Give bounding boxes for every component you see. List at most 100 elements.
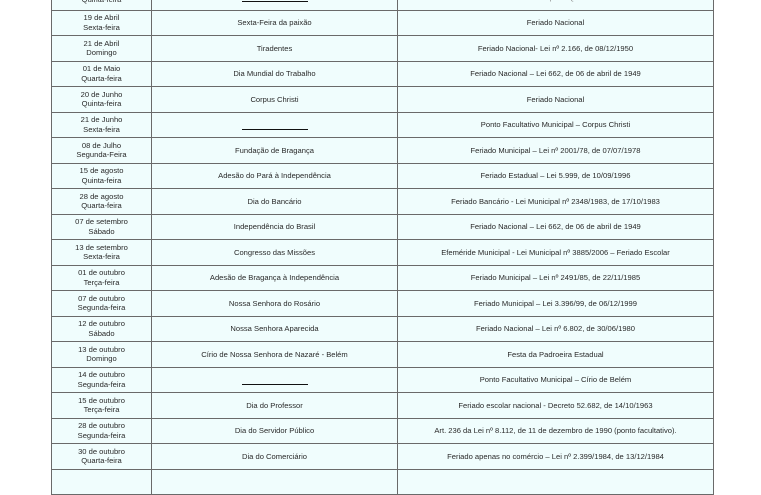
description: Feriado Nacional: [526, 94, 585, 104]
weekday: Segunda-feira: [77, 379, 126, 389]
holiday-table: Quinta-feira Ponto Facultativo Municipal …: [51, 0, 714, 495]
event-cell: Fundação de Bragança: [151, 137, 398, 164]
weekday: Terça-feira: [83, 277, 120, 287]
date-cell: 15 de agosto Quinta-feira: [51, 162, 152, 189]
description: Feriado escolar nacional - Decreto 52.68…: [458, 400, 653, 410]
weekday: Quarta-feira: [81, 456, 122, 466]
description: Ponto Facultativo Municipal – Quinta-fei…: [467, 0, 644, 2]
description: Feriado Nacional- Lei nº 2.166, de 08/12…: [477, 43, 634, 53]
date-cell: 28 de outubro Segunda-feira: [51, 417, 152, 444]
description: Ponto Facultativo Municipal – Corpus Chr…: [480, 120, 631, 129]
description-cell: Ponto Facultativo Municipal – Quinta-fei…: [397, 0, 714, 11]
description: Efeméride Municipal - Lei Municipal nº 3…: [441, 247, 670, 257]
description-cell: Feriado Municipal – Lei nº 2001/78, de 0…: [397, 137, 714, 164]
event-cell: [151, 468, 398, 495]
date: 28 de agosto: [79, 191, 124, 201]
description-cell: [397, 468, 714, 495]
date: 07 de setembro: [75, 217, 128, 227]
description-cell: Feriado Nacional – Lei nº 6.802, de 30/0…: [397, 315, 714, 342]
event-name: Congresso das Missões: [233, 247, 316, 257]
event-cell: [151, 0, 398, 11]
date-cell: 12 de outubro Sábado: [51, 315, 152, 342]
date-cell: 20 de Junho Quinta-feira: [51, 86, 152, 113]
table-row: 20 de Junho Quinta-feira Corpus Christi Fer…: [51, 86, 714, 113]
description-cell: Festa da Padroeira Estadual: [397, 341, 714, 368]
date-cell: 14 de outubro Segunda-feira: [51, 366, 152, 393]
event-cell: Corpus Christi: [151, 86, 398, 113]
description: Art. 236 da Lei nº 8.112, de 11 de dezem…: [434, 426, 677, 435]
event-cell: Dia do Bancário: [151, 188, 398, 215]
description-cell: Feriado Municipal – Lei 3.396/99, de 06/…: [397, 290, 714, 317]
event-name: Nossa Senhora do Rosário: [228, 298, 321, 308]
weekday: Domingo: [86, 48, 117, 58]
date: 14 de outubro: [78, 370, 125, 380]
table-row: 01 de Maio Quarta-feira Dia Mundial do Tra…: [51, 60, 714, 87]
description-cell: Feriado Nacional – Lei 662, de 06 de abr…: [397, 60, 714, 87]
description-cell: Feriado Nacional: [397, 9, 714, 36]
event-name: Corpus Christi: [250, 94, 299, 104]
weekday: Sexta-feira: [83, 252, 120, 262]
table-row: 21 de Abril Domingo Tiradentes Feriado Naci…: [51, 35, 714, 62]
date: 19 de Abril: [83, 13, 120, 23]
date-cell: 21 de Junho Sexta-feira: [51, 111, 152, 138]
table-row: 15 de outubro Terça-feira Dia do Professor…: [51, 392, 714, 419]
weekday: Quinta-feira: [82, 0, 122, 4]
event-cell: [151, 366, 398, 393]
description: Feriado Bancário - Lei Municipal nº 2348…: [451, 196, 660, 206]
description: Feriado Municipal – Lei nº 2491/85, de 2…: [470, 273, 641, 282]
description: Festa da Padroeira Estadual: [507, 349, 604, 359]
event-cell: Círio de Nossa Senhora de Nazaré - Belém: [151, 341, 398, 368]
event-name: Dia do Comerciário: [242, 451, 307, 461]
table-row: 21 de Junho Sexta-feira Ponto Facultativo …: [51, 111, 714, 138]
event-cell: Dia do Professor: [151, 392, 398, 419]
event-name: Fundação de Bragança: [235, 145, 314, 155]
event-cell: Congresso das Missões: [151, 239, 398, 266]
description: Feriado Nacional – Lei 662, de 06 de abr…: [470, 69, 641, 78]
table-row: [51, 468, 714, 495]
table-row: Quinta-feira Ponto Facultativo Municipal …: [51, 0, 714, 11]
weekday: Segunda-feira: [77, 430, 126, 440]
date-cell: 21 de Abril Domingo: [51, 35, 152, 62]
event-name: Independência do Brasil: [233, 222, 316, 231]
date: 15 de outubro: [78, 395, 125, 405]
weekday: Domingo: [86, 354, 117, 364]
event-name: Dia do Servidor Público: [234, 426, 315, 435]
date-cell: 08 de Julho Segunda-Feira: [51, 137, 152, 164]
description-cell: Feriado Estadual – Lei 5.999, de 10/09/1…: [397, 162, 714, 189]
event-name: Círio de Nossa Senhora de Nazaré - Belém: [201, 349, 348, 359]
date-cell: 28 de agosto Quarta-feira: [51, 188, 152, 215]
event-name: Adesão do Pará à Independência: [218, 171, 331, 180]
description-cell: Feriado Nacional- Lei nº 2.166, de 08/12…: [397, 35, 714, 62]
event-name: Tiradentes: [256, 43, 293, 53]
weekday: Quinta-feira: [81, 175, 122, 185]
event-cell: Dia do Servidor Público: [151, 417, 398, 444]
table-row: 12 de outubro Sábado Nossa Senhora Apareci…: [51, 315, 714, 342]
date: 21 de Junho: [80, 115, 123, 125]
date: 13 de outubro: [78, 344, 125, 354]
date-cell: 13 de setembro Sexta-feira: [51, 239, 152, 266]
weekday: Sexta-feira: [83, 124, 120, 134]
event-name: Dia Mundial do Trabalho: [233, 69, 316, 78]
description-cell: Feriado escolar nacional - Decreto 52.68…: [397, 392, 714, 419]
date: 20 de Junho: [80, 89, 123, 99]
table-row: 15 de agosto Quinta-feira Adesão do Pará à…: [51, 162, 714, 189]
description-cell: Feriado Municipal – Lei nº 2491/85, de 2…: [397, 264, 714, 291]
event-name: Sexta-Feira da paixão: [237, 18, 312, 27]
date-cell: Quinta-feira: [51, 0, 152, 11]
date: 01 de Maio: [82, 64, 121, 74]
weekday: Sábado: [88, 328, 115, 338]
table-row: 01 de outubro Terça-feira Adesão de Bragan…: [51, 264, 714, 291]
event-cell: Adesão do Pará à Independência: [151, 162, 398, 189]
event-cell: Nossa Senhora Aparecida: [151, 315, 398, 342]
date: 07 de outubro: [78, 293, 125, 303]
date-cell: [51, 468, 152, 495]
date-cell: 07 de setembro Sábado: [51, 213, 152, 240]
table-row: 28 de outubro Segunda-feira Dia do Servido…: [51, 417, 714, 444]
event-cell: [151, 111, 398, 138]
description: Feriado Municipal – Lei nº 2001/78, de 0…: [470, 145, 641, 155]
event-name: Adesão de Bragança à Independência: [209, 273, 340, 282]
weekday: Quarta-feira: [81, 201, 122, 211]
date-cell: 13 de outubro Domingo: [51, 341, 152, 368]
event-cell: Independência do Brasil: [151, 213, 398, 240]
description: Feriado Nacional – Lei 662, de 06 de abr…: [470, 222, 641, 231]
